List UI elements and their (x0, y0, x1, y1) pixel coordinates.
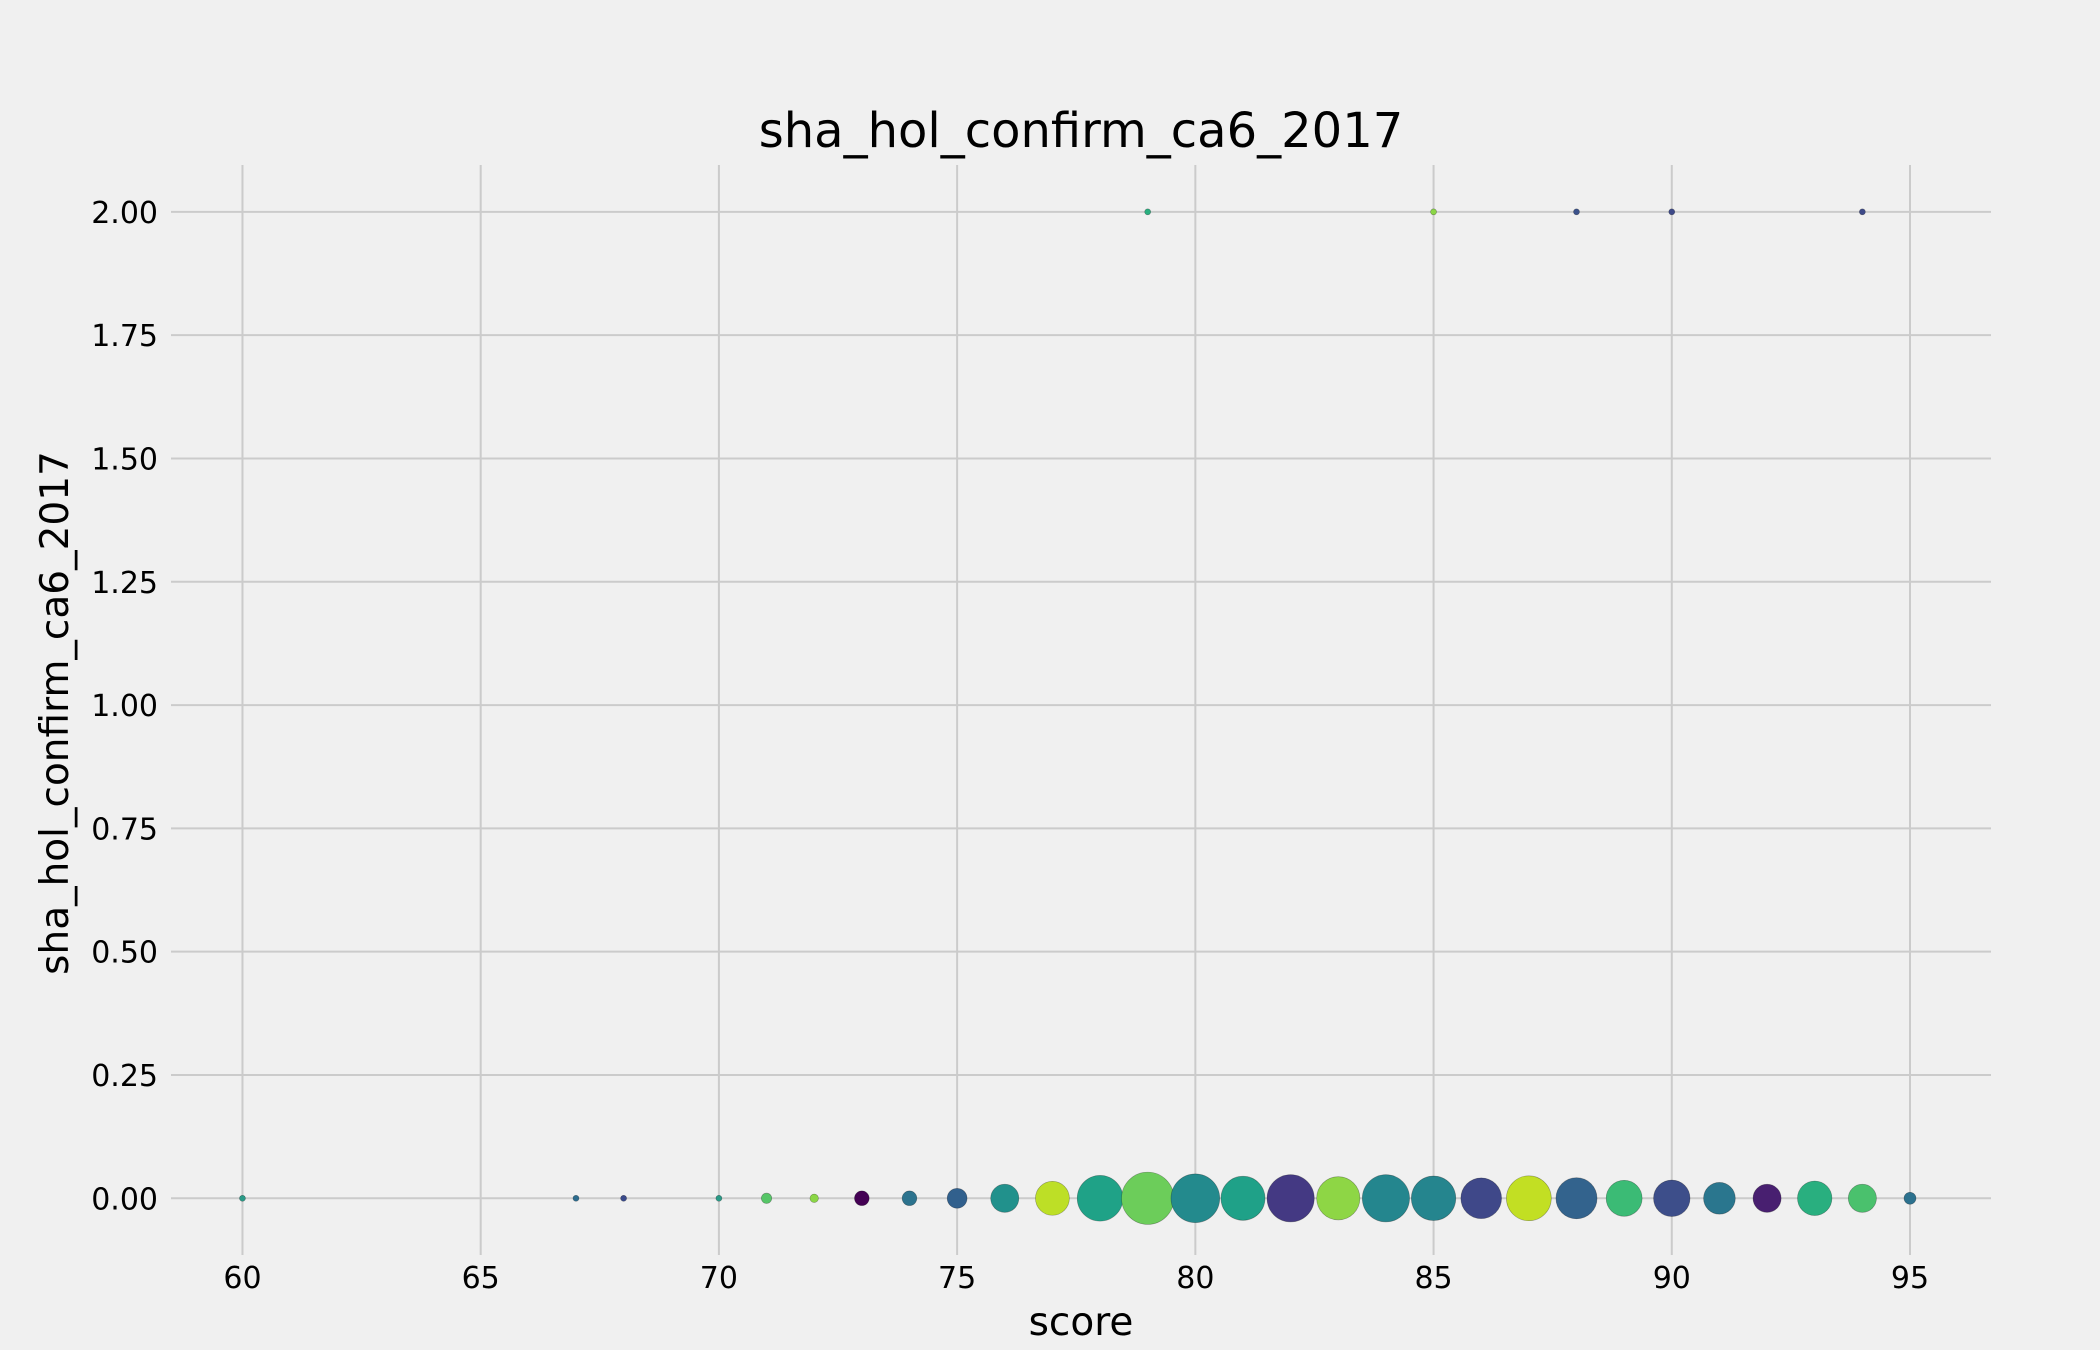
data-point (1903, 1191, 1917, 1205)
data-point (1035, 1181, 1070, 1216)
y-tick-label: 1.25 (91, 566, 158, 601)
y-tick-labels: 0.00 0.25 0.50 0.75 1.00 1.25 1.50 1.75 2.00 (91, 196, 158, 1217)
data-point (1653, 1179, 1691, 1217)
x-tick-label: 90 (1653, 1261, 1691, 1296)
y-tick-label: 2.00 (91, 196, 158, 231)
data-point (1170, 1173, 1221, 1223)
data-point (1506, 1175, 1552, 1222)
data-point (1121, 1171, 1175, 1225)
data-point (1220, 1175, 1266, 1221)
data-point (1605, 1179, 1643, 1217)
y-tick-label: 1.50 (91, 442, 158, 477)
y-tick-label: 0.75 (91, 812, 158, 847)
x-tick-labels: 60 65 70 75 80 85 90 95 (223, 1261, 1929, 1296)
data-point (1361, 1174, 1410, 1223)
data-point (1797, 1180, 1833, 1216)
data-point (620, 1194, 627, 1202)
data-point (1460, 1177, 1502, 1219)
data-point (946, 1188, 968, 1209)
data-point (1847, 1183, 1877, 1213)
data-point (572, 1194, 580, 1202)
data-point (990, 1183, 1020, 1213)
data-point (1668, 208, 1676, 216)
data-point (1430, 208, 1437, 216)
x-tick-label: 70 (700, 1261, 738, 1296)
data-point (1555, 1177, 1598, 1220)
data-point (809, 1193, 819, 1203)
data-points (239, 208, 1917, 1225)
data-point (761, 1192, 773, 1204)
data-point (1752, 1183, 1782, 1213)
y-tick-label: 0.00 (91, 1182, 158, 1217)
data-point (1316, 1176, 1361, 1221)
chart-title: sha_hol_confirm_ca6_2017 (759, 103, 1404, 159)
data-point (1703, 1182, 1736, 1215)
data-point (1411, 1175, 1457, 1221)
data-point (715, 1194, 723, 1202)
data-point (1266, 1174, 1315, 1223)
x-tick-label: 60 (223, 1261, 261, 1296)
y-tick-label: 1.75 (91, 319, 158, 354)
y-tick-label: 1.00 (91, 689, 158, 724)
data-point (1573, 208, 1580, 216)
data-point (239, 1194, 246, 1202)
x-tick-label: 75 (938, 1261, 976, 1296)
y-tick-label: 0.50 (91, 936, 158, 971)
data-point (901, 1190, 918, 1206)
x-axis-label: score (1029, 1300, 1134, 1345)
y-axis-label: sha_hol_confirm_ca6_2017 (33, 451, 78, 975)
x-tick-label: 65 (462, 1261, 500, 1296)
x-tick-label: 85 (1414, 1261, 1452, 1296)
y-tick-label: 0.25 (91, 1059, 158, 1094)
x-tick-label: 95 (1891, 1261, 1929, 1296)
grid (171, 165, 1991, 1255)
data-point (1076, 1175, 1124, 1222)
data-point (1859, 208, 1866, 216)
x-tick-label: 80 (1176, 1261, 1214, 1296)
data-point (854, 1190, 870, 1206)
data-point (1144, 208, 1152, 216)
